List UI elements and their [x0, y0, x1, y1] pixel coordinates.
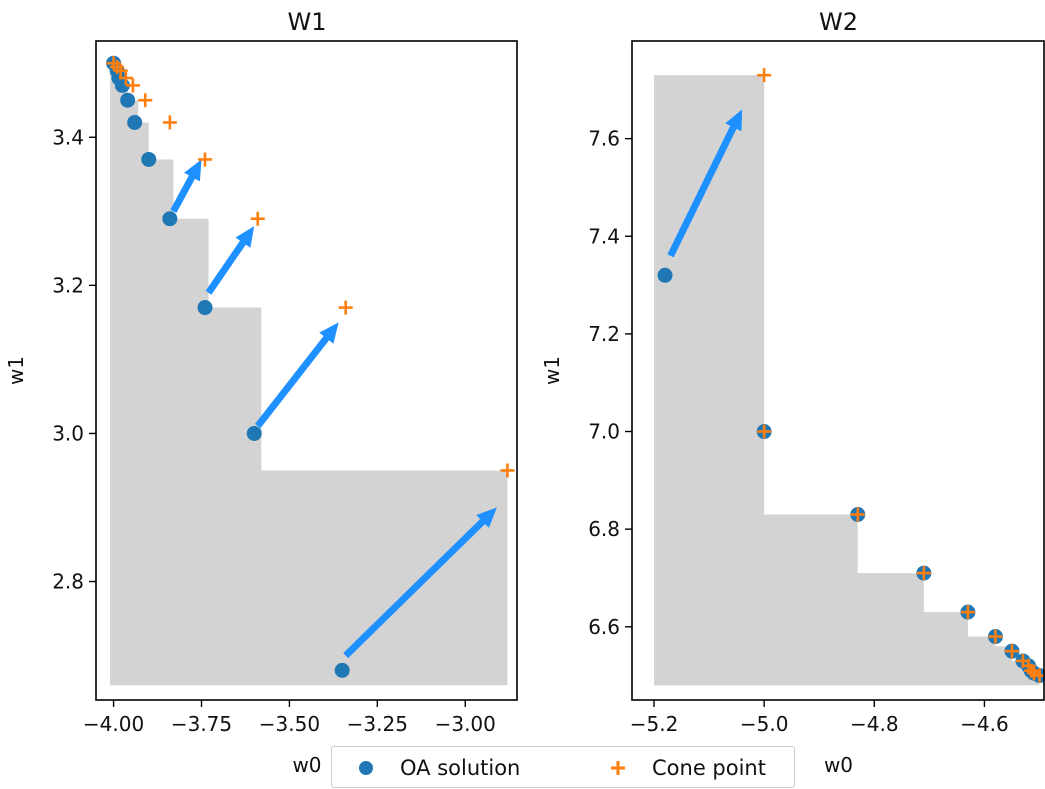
- legend: OA solution Cone point: [331, 746, 795, 788]
- point-cone-point: [138, 93, 153, 108]
- x-tick-label: −3.00: [435, 712, 496, 736]
- subplot-title: W2: [819, 8, 858, 36]
- point-cone-point: [338, 300, 353, 315]
- point-oa-solution: [120, 92, 136, 108]
- point-oa-solution: [246, 425, 262, 441]
- feasible-region: [654, 75, 1040, 686]
- point-cone-point: [916, 566, 931, 581]
- arrow-2: [255, 322, 339, 429]
- point-cone-point: [757, 68, 772, 83]
- y-tick-label: 7.4: [588, 224, 620, 248]
- x-tick-label: −4.8: [850, 712, 899, 736]
- axes-frame: [631, 40, 1045, 701]
- legend-item-cone-point: Cone point: [610, 747, 766, 789]
- y-axis-label: w1: [4, 356, 28, 385]
- y-tick-label: 7.2: [588, 322, 620, 346]
- axes-frame: [95, 40, 518, 701]
- point-cone-point: [118, 71, 133, 86]
- y-tick-label: 3.4: [52, 125, 84, 149]
- point-oa-solution: [141, 151, 157, 167]
- point-oa-solution: [657, 267, 673, 283]
- x-tick-label: −4.00: [83, 712, 144, 736]
- point-oa-solution: [334, 662, 350, 678]
- subplot-w2: −5.2 −5.0 −4.8 −4.6 6.6 6.8 7.0 7.2 7.4 7.6 W2 w0 w1: [540, 8, 1045, 777]
- point-oa-solution: [197, 300, 213, 316]
- feasible-region: [110, 63, 508, 686]
- point-cone-point: [960, 605, 975, 620]
- point-oa-solution: [162, 211, 178, 227]
- point-oa-solution: [127, 114, 143, 130]
- arrow-0: [170, 159, 202, 213]
- y-tick-label: 6.6: [588, 615, 620, 639]
- x-tick-label: −4.6: [960, 712, 1009, 736]
- point-cone-point: [125, 78, 140, 93]
- legend-marker-plus-icon: [611, 761, 625, 775]
- subplot-w1: −4.00 −3.75 −3.50 −3.25 −3.00 2.8 3.0 3.2 3.4 W1 w…: [4, 8, 518, 777]
- y-tick-label: 7.0: [588, 420, 620, 444]
- legend-marker-circle-icon: [359, 761, 373, 775]
- point-cone-point: [757, 424, 772, 439]
- y-tick-label: 6.8: [588, 517, 620, 541]
- legend-item-oa-solution: OA solution: [358, 747, 520, 789]
- x-tick-label: −3.75: [171, 712, 232, 736]
- y-axis-label: w1: [540, 356, 564, 385]
- x-axis-label: w0: [824, 753, 853, 777]
- point-cone-point: [113, 63, 128, 78]
- x-tick-label: −5.2: [630, 712, 679, 736]
- arrow-1: [205, 226, 255, 295]
- x-tick-label: −5.0: [740, 712, 789, 736]
- point-cone-point: [1004, 644, 1019, 659]
- point-cone-point: [500, 463, 515, 478]
- x-axis-label: w0: [292, 753, 321, 777]
- arrow-3: [343, 507, 497, 659]
- y-tick-label: 3.0: [52, 421, 84, 445]
- x-tick-label: −3.50: [259, 712, 320, 736]
- arrow-0: [667, 109, 743, 258]
- subplot-title: W1: [288, 8, 327, 36]
- point-cone-point: [250, 211, 265, 226]
- legend-label-cone-point: Cone point: [652, 756, 766, 780]
- point-cone-point: [198, 152, 213, 167]
- x-tick-label: −3.25: [347, 712, 408, 736]
- legend-label-oa-solution: OA solution: [400, 756, 521, 780]
- point-cone-point: [162, 115, 177, 130]
- point-cone-point: [988, 629, 1003, 644]
- y-tick-label: 7.6: [588, 127, 620, 151]
- y-tick-label: 3.2: [52, 273, 84, 297]
- point-cone-point: [850, 507, 865, 522]
- point-cone-point: [1024, 663, 1039, 678]
- y-tick-label: 2.8: [52, 570, 84, 594]
